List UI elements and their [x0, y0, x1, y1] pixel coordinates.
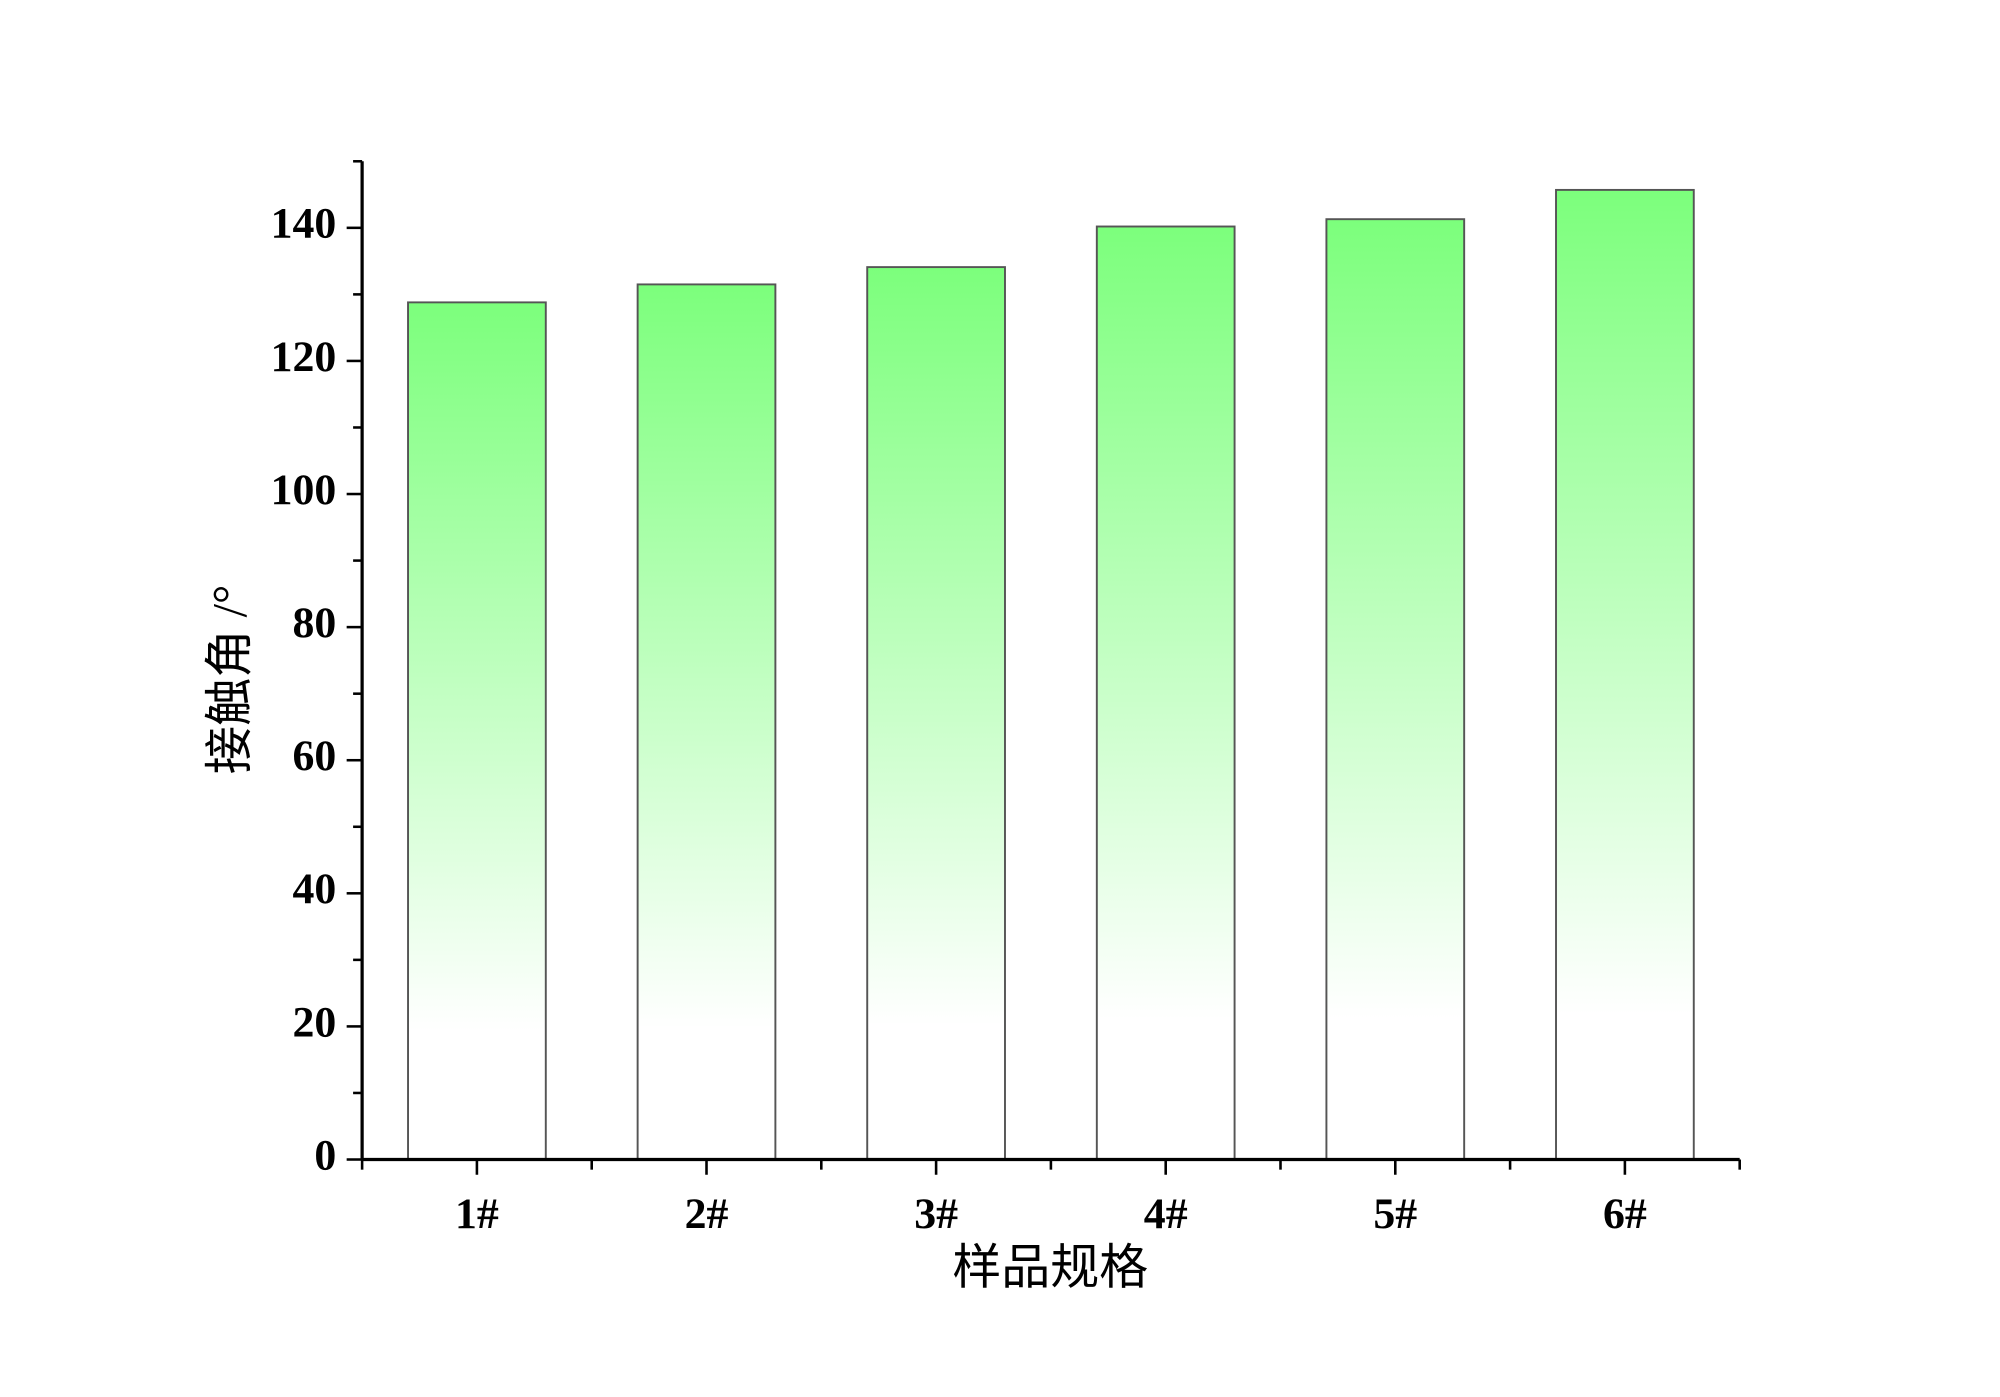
y-tick-label: 120 — [271, 333, 337, 381]
x-tick-label: 4# — [1144, 1190, 1188, 1238]
y-axis-title: 接触角 /° — [202, 585, 256, 775]
bar — [636, 283, 777, 1161]
y-tick-label: 40 — [293, 866, 337, 914]
x-tick-label: 1# — [455, 1190, 499, 1238]
bar — [866, 266, 1006, 1161]
y-tick-label: 80 — [293, 599, 337, 647]
x-tick-label: 2# — [685, 1190, 729, 1238]
y-tick-label: 0 — [314, 1132, 336, 1180]
bar — [1555, 188, 1695, 1161]
x-tick-label: 5# — [1373, 1190, 1417, 1238]
x-tick-label: 6# — [1603, 1190, 1647, 1238]
bar — [407, 301, 547, 1161]
bar — [1325, 218, 1466, 1161]
y-tick-label: 100 — [271, 466, 337, 514]
bar — [1095, 225, 1236, 1161]
y-tick-label: 140 — [271, 200, 337, 248]
y-tick-label: 20 — [293, 999, 337, 1047]
y-tick-label: 60 — [293, 732, 337, 780]
x-tick-label: 3# — [914, 1190, 958, 1238]
x-axis-title: 样品规格 — [952, 1241, 1148, 1295]
